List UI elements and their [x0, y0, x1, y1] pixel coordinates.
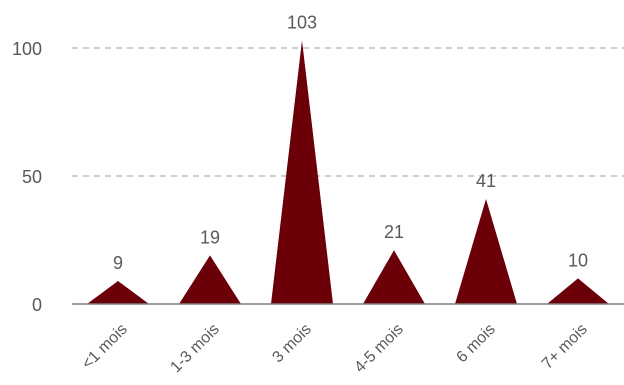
grid-layer [72, 47, 624, 177]
data-label: 9 [113, 253, 123, 273]
x-tick-label: 6 mois [453, 321, 498, 366]
x-tick-label: 7+ mois [539, 321, 591, 373]
data-label: 21 [384, 222, 404, 242]
data-label: 41 [476, 171, 496, 191]
x-tick-label: <1 mois [79, 321, 131, 373]
y-tick-label: 50 [22, 167, 42, 187]
y-tick-label: 100 [12, 39, 42, 59]
data-label: 19 [200, 227, 220, 247]
bar-2 [179, 255, 241, 304]
y-tick-label: 0 [32, 295, 42, 315]
data-labels: 9 19 103 21 41 10 [113, 12, 588, 273]
bar-4 [363, 250, 425, 304]
x-tick-label: 4-5 mois [351, 321, 406, 376]
y-tick-labels: 0 50 100 [12, 39, 42, 315]
bar-6 [547, 278, 609, 304]
data-label: 10 [568, 250, 588, 270]
bar-5 [455, 199, 517, 304]
bar-1 [87, 280, 149, 304]
bar-3 [271, 40, 333, 304]
x-tick-label: 3 mois [269, 321, 314, 366]
x-tick-label: 1-3 mois [167, 321, 222, 376]
data-label: 103 [287, 12, 317, 32]
x-tick-labels: <1 mois 1-3 mois 3 mois 4-5 mois 6 mois 7+ mo… [79, 321, 591, 376]
bars-layer [87, 40, 609, 304]
